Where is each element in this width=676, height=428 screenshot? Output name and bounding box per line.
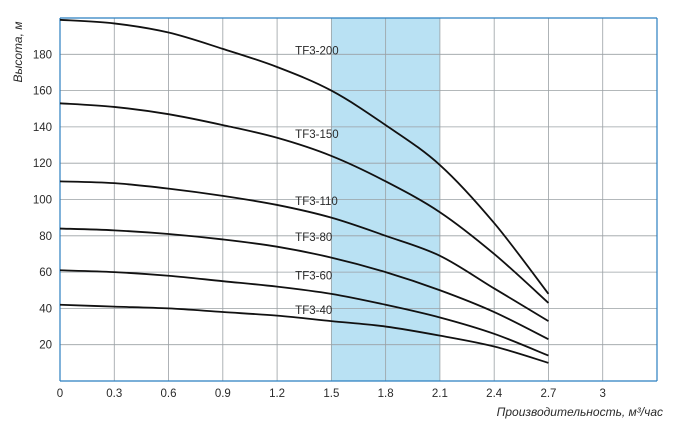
y-tick-label: 40 (39, 303, 52, 315)
y-tick-label: 160 (33, 86, 52, 98)
y-tick-label: 80 (39, 231, 52, 243)
series-label-tf3-110: TF3-110 (295, 196, 338, 208)
x-tick-label: 0.3 (106, 388, 122, 400)
series-label-tf3-200: TF3-200 (295, 45, 338, 57)
series-line-tf3-110 (59, 180, 549, 322)
y-tick-label: 120 (33, 158, 52, 170)
x-tick-label: 0 (57, 388, 63, 400)
x-tick-label: 0.9 (215, 388, 231, 400)
y-tick-label: 180 (33, 49, 52, 61)
series-layer (59, 18, 550, 364)
series-label-tf3-150: TF3-150 (295, 129, 338, 141)
series-label-tf3-40: TF3-40 (295, 305, 332, 317)
y-tick-label: 100 (33, 195, 52, 207)
y-tick-label: 140 (33, 122, 52, 134)
y-axis-label: Высота, м (11, 22, 25, 83)
series-line-tf3-80 (59, 227, 549, 341)
x-tick-label: 3 (600, 388, 606, 400)
tick-label-layer: 0 0.3 0.6 0.9 1.2 1.5 1.8 2.1 2.4 2.7 3 20 40 60 80 100… (33, 49, 606, 400)
y-tick-label: 20 (39, 340, 52, 352)
series-label-tf3-60: TF3-60 (295, 270, 332, 282)
x-tick-label: 0.6 (161, 388, 177, 400)
series-line-tf3-40 (59, 303, 549, 364)
y-tick-label: 60 (39, 267, 52, 279)
series-label-layer: TF3-200 TF3-150 TF3-110 TF3-80 TF3-60 TF3-40 (295, 45, 338, 317)
x-tick-label: 1.2 (269, 388, 285, 400)
x-tick-label: 1.8 (378, 388, 394, 400)
x-tick-label: 2.1 (432, 388, 448, 400)
x-tick-label: 2.4 (486, 388, 503, 400)
x-tick-label: 1.5 (323, 388, 339, 400)
plot-frame (59, 17, 658, 382)
series-line-tf3-200 (59, 18, 550, 295)
series-label-tf3-80: TF3-80 (295, 232, 332, 244)
x-axis-label: Производительность, м³/час (497, 405, 663, 419)
series-line-tf3-150 (59, 102, 550, 304)
x-tick-label: 2.7 (540, 388, 556, 400)
series-line-tf3-60 (59, 269, 549, 357)
